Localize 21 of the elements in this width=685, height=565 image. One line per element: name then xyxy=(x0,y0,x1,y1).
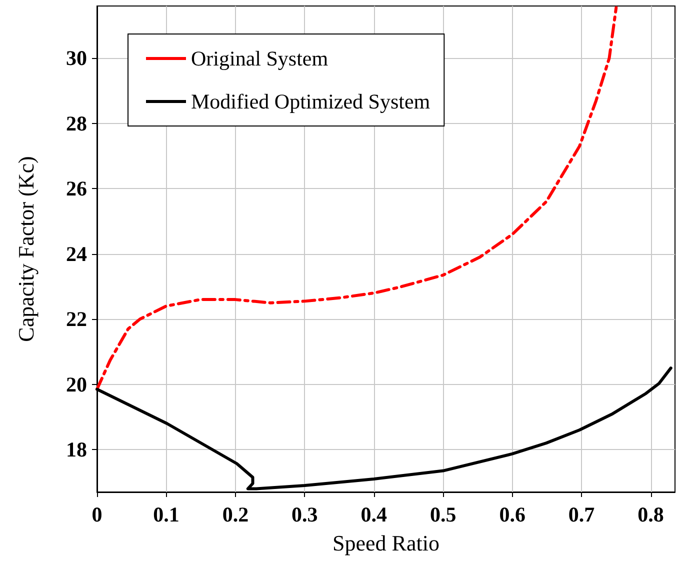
x-tick-label: 0.5 xyxy=(430,502,456,526)
legend-label: Modified Optimized System xyxy=(191,90,430,114)
x-tick-label: 0.3 xyxy=(292,502,318,526)
x-tick-label: 0.2 xyxy=(222,502,249,526)
x-tick-label: 0 xyxy=(92,502,102,526)
y-tick-label: 22 xyxy=(66,307,87,332)
line-series xyxy=(96,6,618,391)
y-tick-label: 28 xyxy=(66,111,87,136)
x-axis-title: Speed Ratio xyxy=(332,530,440,556)
y-tick-label: 20 xyxy=(66,372,87,396)
legend-label: Original System xyxy=(191,46,328,70)
y-tick-label: 24 xyxy=(66,242,88,266)
x-tick-label: 0.1 xyxy=(153,502,180,526)
x-tick-label: 0.4 xyxy=(360,502,388,526)
x-tick-label: 0.8 xyxy=(638,502,664,526)
y-tick-label: 26 xyxy=(66,176,87,201)
x-tick-label: 0.6 xyxy=(499,502,526,526)
y-tick-label: 18 xyxy=(66,438,87,462)
y-axis-title: Capacity Factor (Kc) xyxy=(14,156,38,342)
y-tick-label: 30 xyxy=(66,46,87,70)
x-tick-label: 0.7 xyxy=(568,502,595,526)
